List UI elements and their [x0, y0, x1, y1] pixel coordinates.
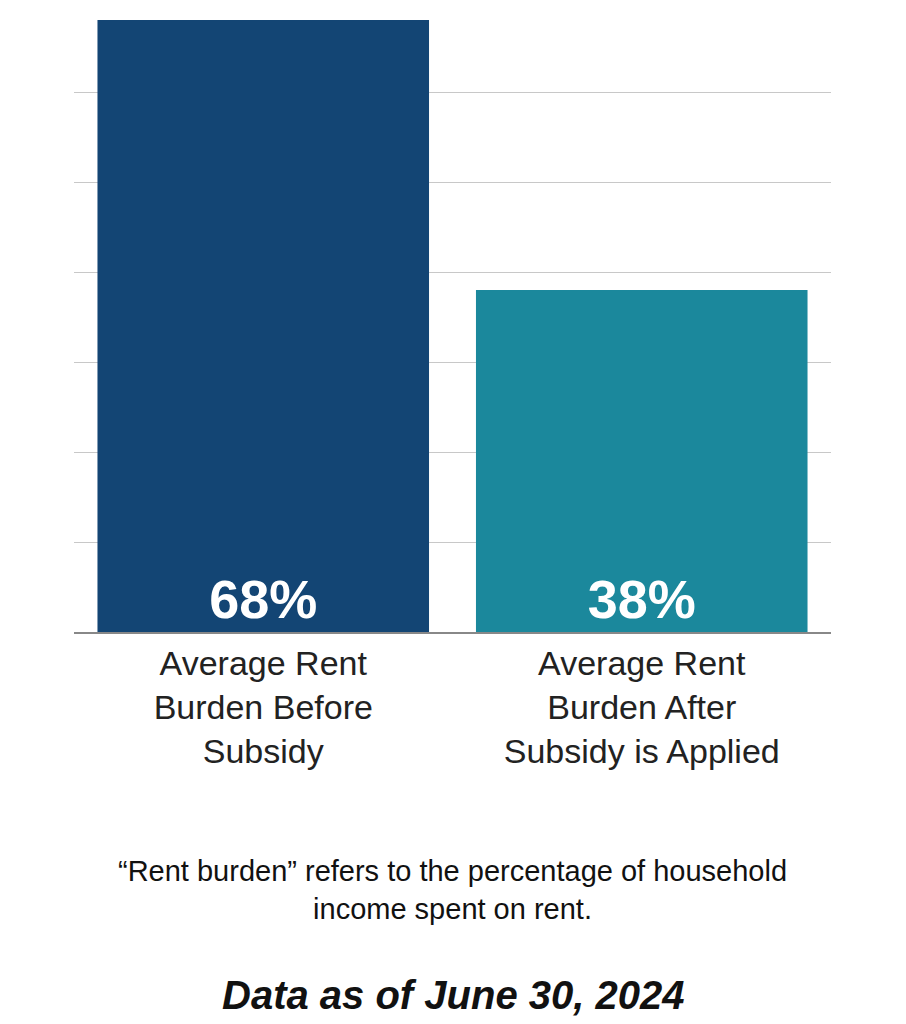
svg-text:68%: 68% — [209, 569, 317, 629]
svg-text:Data as of June 30, 2024: Data as of June 30, 2024 — [222, 973, 684, 1017]
svg-text:Average RentBurden AfterSubsid: Average RentBurden AfterSubsidy is Appli… — [504, 644, 780, 770]
svg-text:Average RentBurden BeforeSubsi: Average RentBurden BeforeSubsidy — [154, 644, 373, 770]
svg-text:38%: 38% — [588, 569, 696, 629]
svg-text:“Rent burden” refers to the pe: “Rent burden” refers to the percentage o… — [118, 855, 787, 925]
